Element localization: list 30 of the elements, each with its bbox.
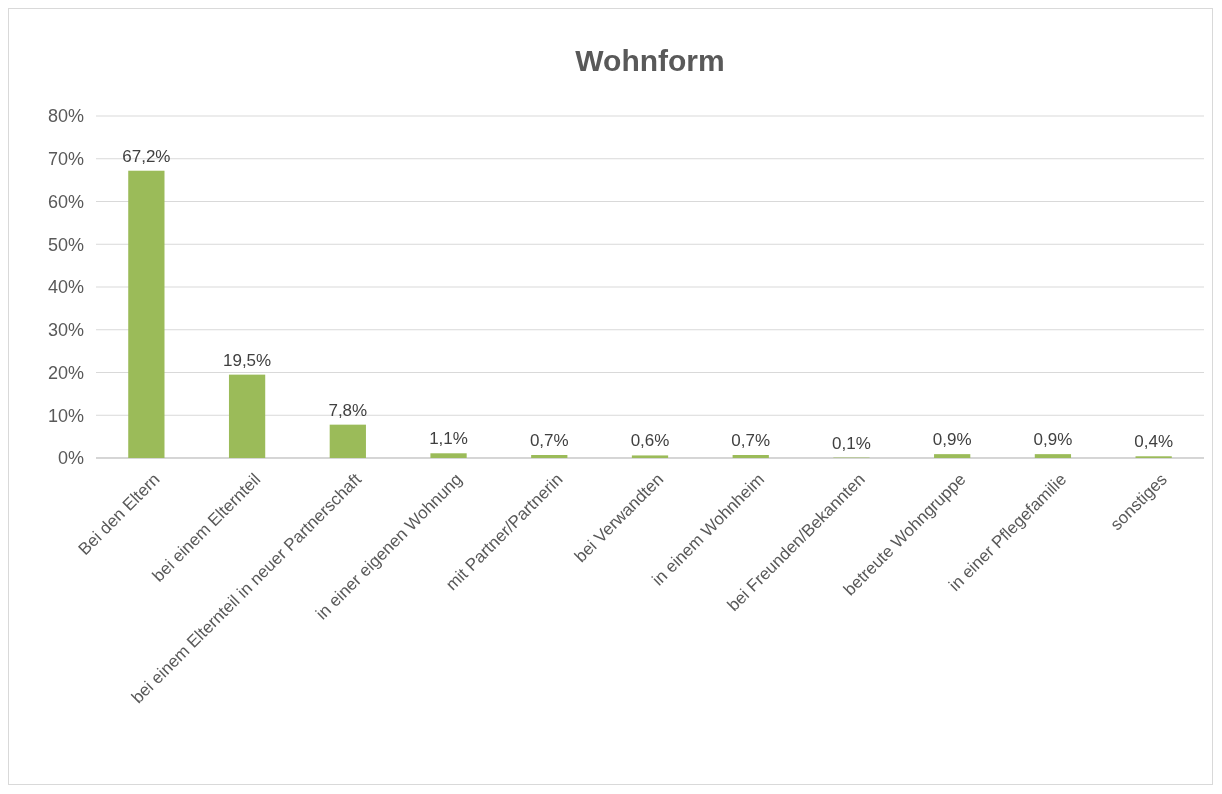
y-tick-label: 60% bbox=[47, 191, 84, 212]
data-label: 0,7% bbox=[731, 431, 771, 451]
data-label: 1,1% bbox=[429, 429, 468, 449]
data-label: 0,4% bbox=[1134, 432, 1174, 452]
y-tick-label: 0% bbox=[57, 448, 84, 469]
y-tick-label: 80% bbox=[47, 106, 84, 127]
data-label: 0,6% bbox=[630, 431, 670, 451]
bar bbox=[1034, 454, 1072, 458]
bar bbox=[329, 424, 366, 458]
y-tick-label: 30% bbox=[47, 320, 84, 341]
bar bbox=[934, 454, 971, 458]
data-label: 0,1% bbox=[832, 433, 871, 453]
chart-title: Wohnform bbox=[575, 44, 725, 77]
data-label: 0,7% bbox=[529, 431, 569, 451]
y-tick-label: 20% bbox=[47, 362, 84, 383]
data-label: 67,2% bbox=[122, 146, 171, 166]
bar bbox=[732, 455, 769, 458]
data-label: 19,5% bbox=[222, 350, 272, 370]
y-tick-label: 10% bbox=[47, 405, 84, 426]
bar bbox=[531, 455, 568, 458]
data-label: 7,8% bbox=[328, 400, 368, 420]
data-label: 0,9% bbox=[1033, 430, 1073, 450]
y-tick-label: 40% bbox=[47, 277, 84, 298]
bar bbox=[228, 374, 266, 458]
bar bbox=[631, 455, 669, 458]
bar bbox=[430, 453, 467, 458]
data-label: 0,9% bbox=[932, 430, 972, 450]
y-tick-label: 50% bbox=[47, 234, 84, 255]
bar bbox=[128, 170, 165, 458]
y-tick-label: 70% bbox=[47, 149, 84, 170]
